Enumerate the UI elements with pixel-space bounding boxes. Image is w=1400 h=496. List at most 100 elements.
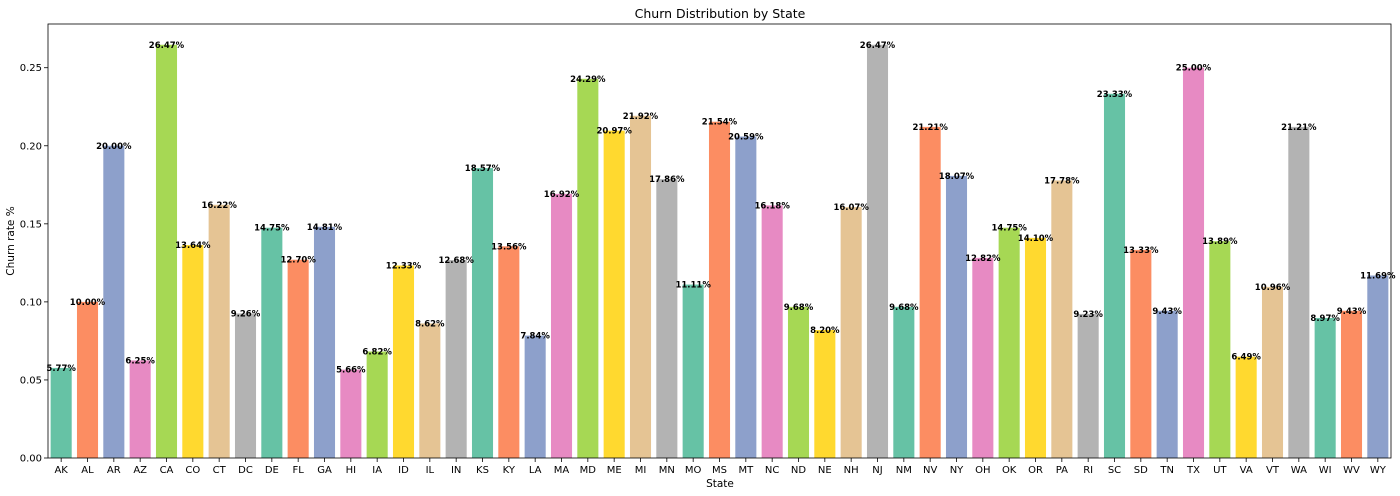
bar-pa — [1051, 180, 1073, 458]
plot-frame — [47, 23, 1392, 459]
data-label-la: 7.84% — [520, 332, 550, 342]
data-label-mi: 21.92% — [623, 112, 659, 122]
bar-id — [392, 265, 415, 458]
x-tick-label-me: ME — [607, 465, 622, 476]
data-label-ia: 6.82% — [362, 348, 392, 358]
bar-sd — [1130, 249, 1152, 458]
data-label-nh: 16.07% — [833, 203, 869, 213]
bar-mn — [656, 179, 678, 458]
x-tick-label-ks: KS — [476, 465, 489, 476]
x-tick-label-nm: NM — [896, 465, 912, 476]
x-tick-label-ia: IA — [372, 465, 382, 476]
data-label-tn: 9.43% — [1152, 307, 1182, 317]
x-tick-label-ar: AR — [107, 465, 121, 476]
bar-ia — [366, 351, 388, 458]
data-label-il: 8.62% — [415, 319, 445, 329]
x-tick-label-ak: AK — [54, 465, 68, 476]
x-tick-label-ms: MS — [712, 465, 727, 476]
x-tick-label-ky: KY — [503, 465, 516, 476]
data-label-ok: 14.75% — [991, 224, 1027, 234]
x-axis-label: State — [706, 478, 734, 490]
bar-ne — [814, 329, 836, 458]
bar-ga — [313, 226, 336, 458]
x-tick-label-fl: FL — [293, 465, 305, 476]
bar-nm — [893, 306, 915, 458]
y-tick-label: 0.25 — [20, 63, 42, 74]
y-tick-label: 0.00 — [20, 454, 42, 465]
bar-va — [1235, 356, 1257, 458]
data-label-md: 24.29% — [570, 75, 606, 85]
bar-ky — [498, 246, 520, 458]
data-label-oh: 12.82% — [965, 254, 1001, 264]
x-tick-label-dc: DC — [238, 465, 253, 476]
data-label-ri: 9.23% — [1073, 310, 1103, 320]
chart-title: Churn Distribution by State — [635, 6, 806, 21]
x-tick-label-ga: GA — [317, 465, 332, 476]
x-tick-label-ca: CA — [160, 465, 174, 476]
x-tick-label-ny: NY — [950, 465, 964, 476]
bar-or — [1024, 237, 1047, 458]
x-tick-label-mn: MN — [659, 465, 675, 476]
data-label-nd: 9.68% — [784, 303, 814, 313]
data-label-mt: 20.59% — [728, 133, 764, 143]
x-tick-label-la: LA — [529, 465, 542, 476]
data-label-ne: 8.20% — [810, 326, 840, 336]
bar-mt — [735, 136, 757, 458]
bar-de — [261, 227, 283, 458]
x-tick-label-nj: NJ — [872, 465, 882, 476]
data-label-hi: 5.66% — [336, 366, 366, 376]
data-label-mo: 11.11% — [675, 281, 711, 291]
data-label-fl: 12.70% — [280, 256, 316, 266]
bar-tx — [1182, 67, 1205, 459]
x-tick-label-al: AL — [81, 465, 94, 476]
data-label-sd: 13.33% — [1123, 246, 1159, 256]
data-label-wa: 21.21% — [1281, 123, 1317, 133]
data-label-id: 12.33% — [386, 262, 422, 272]
x-tick-label-nd: ND — [791, 465, 806, 476]
bar-md — [577, 78, 599, 459]
x-tick-label-wy: WY — [1370, 465, 1387, 476]
bar-ks — [471, 168, 494, 458]
bar-ri — [1077, 313, 1099, 458]
bar-dc — [234, 313, 257, 458]
bar-nd — [787, 306, 810, 458]
bar-nj — [866, 44, 889, 458]
x-tick-label-md: MD — [580, 465, 597, 476]
data-label-ma: 16.92% — [544, 190, 580, 200]
x-tick-label-wi: WI — [1319, 465, 1332, 476]
x-tick-label-mt: MT — [738, 465, 754, 476]
bars-group — [50, 44, 1389, 459]
data-label-ak: 5.77% — [46, 364, 76, 374]
bar-il — [419, 323, 441, 458]
x-tick-label-nc: NC — [765, 465, 779, 476]
data-label-az: 6.25% — [125, 356, 155, 366]
data-label-al: 10.00% — [70, 298, 106, 308]
x-tick-label-pa: PA — [1056, 465, 1068, 476]
bar-nh — [840, 207, 862, 458]
data-label-sc: 23.33% — [1097, 90, 1133, 100]
data-label-tx: 25.00% — [1176, 64, 1212, 74]
bar-ma — [550, 193, 573, 458]
y-tick-label: 0.20 — [20, 141, 42, 152]
x-tick-label-az: AZ — [133, 465, 147, 476]
x-tick-label-il: IL — [426, 465, 435, 476]
y-tick-label: 0.10 — [20, 297, 42, 308]
data-label-ks: 18.57% — [465, 164, 501, 174]
x-tick-label-mi: MI — [635, 465, 647, 476]
bar-mi — [629, 115, 652, 459]
data-label-ut: 13.89% — [1202, 237, 1238, 247]
data-label-ca: 26.47% — [149, 41, 185, 51]
x-tick-label-wa: WA — [1291, 465, 1307, 476]
bar-nv — [919, 126, 941, 458]
x-axis-ticks: AK AL AR AZ CA CO CT DC DE FL GA HI IA ID IL IN KS KY LA MA… — [54, 458, 1387, 476]
data-label-co: 13.64% — [175, 241, 211, 251]
bar-wv — [1340, 310, 1363, 458]
data-label-nm: 9.68% — [889, 303, 919, 313]
bar-mo — [682, 284, 704, 458]
data-label-me: 20.97% — [596, 127, 632, 137]
data-label-ga: 14.81% — [307, 223, 343, 233]
x-tick-label-or: OR — [1028, 465, 1043, 476]
bar-ar — [103, 145, 125, 458]
bar-nc — [761, 205, 783, 458]
bar-ak — [50, 367, 72, 458]
